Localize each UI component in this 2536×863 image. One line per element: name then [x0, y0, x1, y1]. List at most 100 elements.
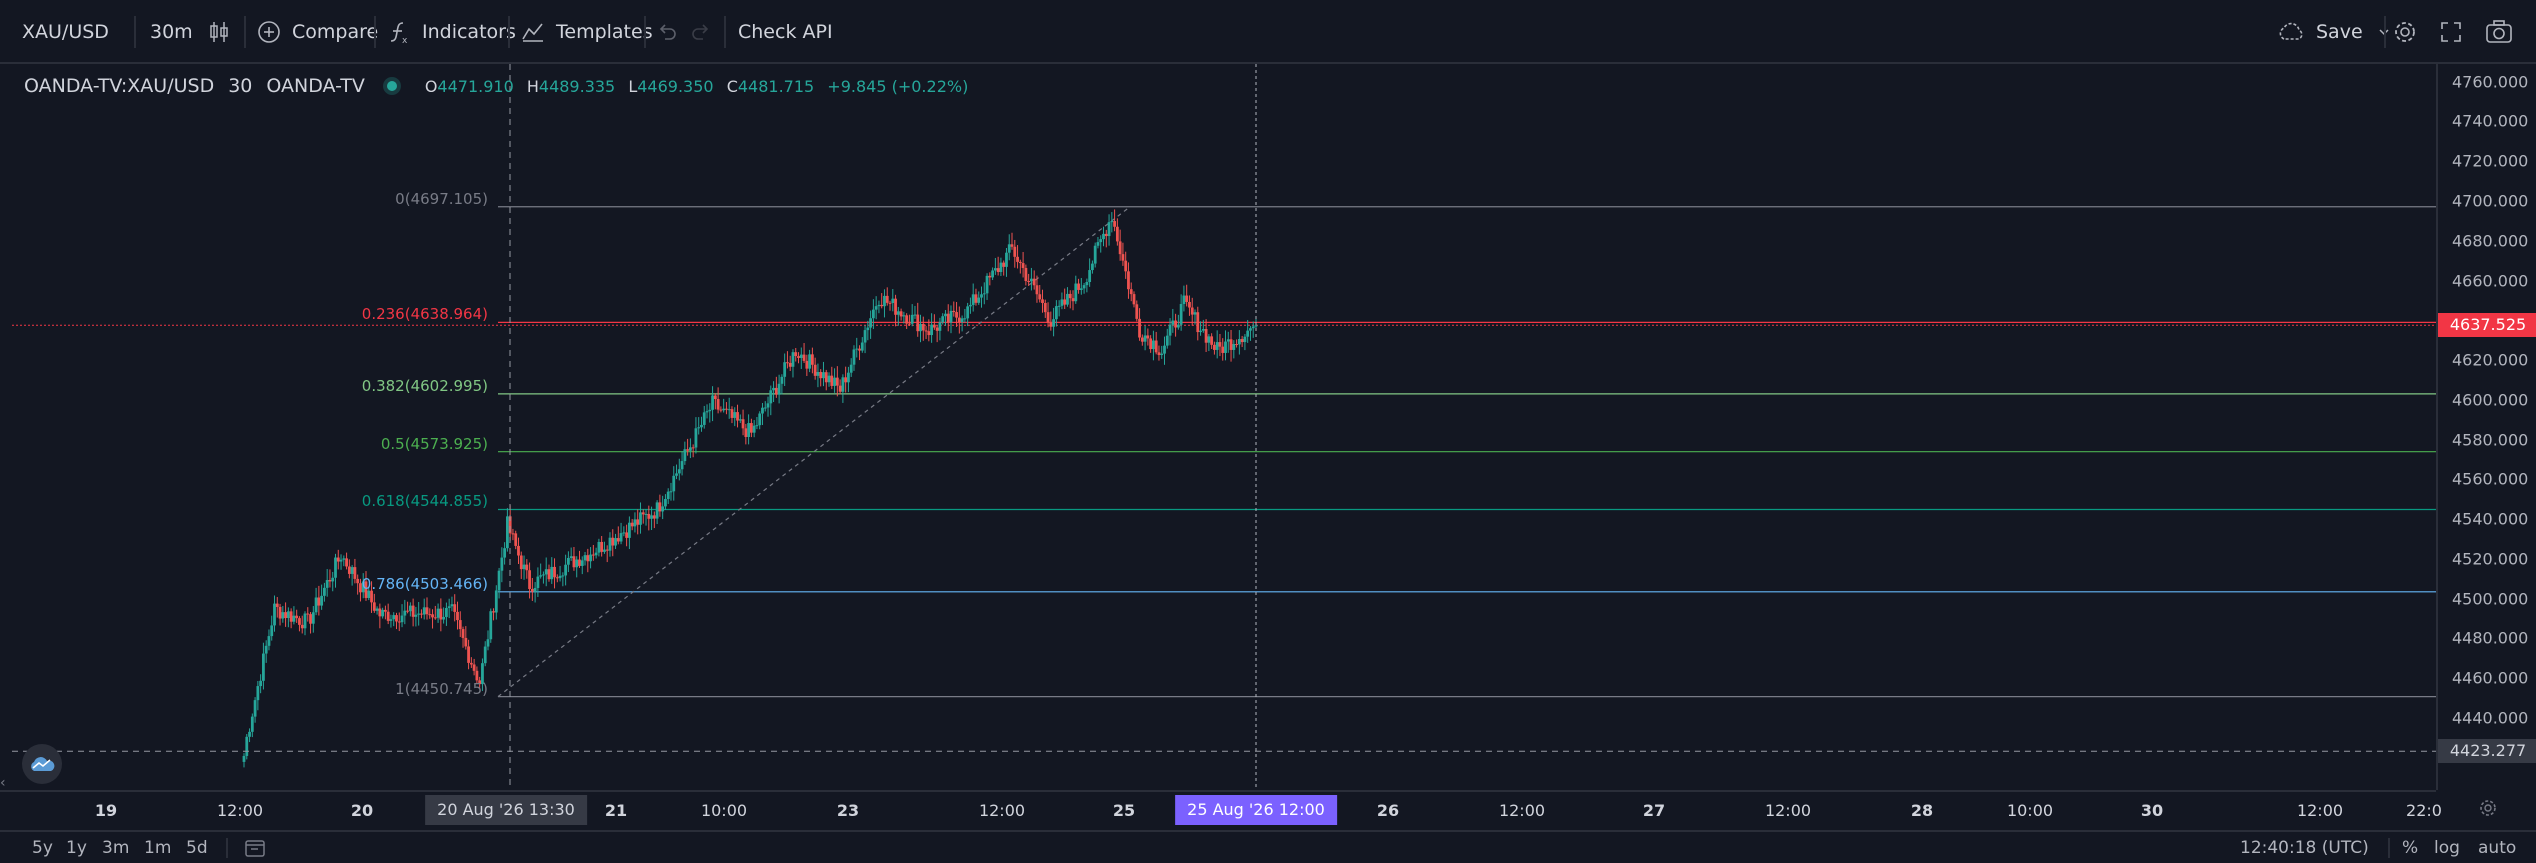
candle-body	[544, 569, 548, 575]
fib-level-label: 0.618(4544.855)	[361, 492, 488, 511]
candle-body	[713, 395, 717, 400]
candle-body	[841, 377, 845, 392]
chart-type-button[interactable]	[206, 0, 232, 64]
candle-body	[309, 614, 312, 624]
time-tick: 26	[1376, 801, 1400, 820]
indicators-button[interactable]: x Indicators	[386, 0, 516, 64]
fullscreen-button[interactable]	[2438, 0, 2464, 64]
candle-body	[1213, 344, 1216, 350]
candle-body	[270, 625, 274, 637]
candle-body	[569, 556, 573, 558]
candle-body	[1199, 330, 1202, 333]
utc-clock[interactable]: 12:40:18 (UTC)	[2240, 838, 2369, 858]
indicators-label: Indicators	[422, 21, 516, 43]
fibonacci-retracement[interactable]	[498, 206, 2436, 698]
candle-body	[810, 354, 814, 365]
time-tick: 12:00	[2296, 801, 2344, 820]
compare-label: Compare	[292, 21, 379, 43]
gear-icon	[2395, 22, 2415, 42]
candle-body	[819, 372, 823, 379]
templates-label: Templates	[556, 21, 653, 43]
candle-body	[700, 424, 703, 428]
candle-body	[1030, 278, 1033, 282]
candle-body	[944, 313, 947, 317]
candle-body	[273, 603, 276, 626]
screenshot-button[interactable]	[2484, 0, 2514, 64]
price-tick: 4500.000	[2452, 589, 2529, 609]
range-5d-button[interactable]: 5d	[186, 838, 208, 858]
candle-body	[353, 567, 357, 579]
candle-body	[877, 304, 881, 307]
chart-pane[interactable]	[12, 64, 2436, 790]
candle-body	[600, 541, 604, 552]
candle-body	[431, 614, 434, 618]
svg-text:x: x	[402, 36, 408, 45]
candle-body	[664, 499, 667, 507]
bottom-toolbar: 5y 1y 3m 1m 5d 12:40:18 (UTC) % log auto	[0, 830, 2536, 863]
log-toggle[interactable]: log	[2434, 838, 2460, 858]
candle-body	[919, 323, 922, 332]
save-button[interactable]: Save	[2276, 0, 2391, 64]
settings-button[interactable]	[2390, 0, 2420, 64]
candle-body	[323, 587, 326, 596]
candle-body	[627, 522, 631, 538]
range-5y-button[interactable]: 5y	[32, 838, 53, 858]
percent-toggle[interactable]: %	[2402, 838, 2419, 858]
templates-button[interactable]: Templates	[520, 0, 653, 64]
price-tick: 4700.000	[2452, 191, 2529, 211]
fib-trend-line[interactable]	[497, 206, 1131, 698]
check-api-button[interactable]: Check API	[738, 0, 833, 64]
candle-body	[1251, 326, 1255, 329]
candle-body	[666, 491, 670, 500]
interval-button[interactable]: 30m	[150, 0, 193, 64]
candle-body	[472, 664, 476, 671]
candle-body	[1165, 335, 1169, 346]
price-tick: 4480.000	[2452, 628, 2529, 648]
fib-level-label: 0(4697.105)	[395, 189, 488, 208]
candle-body	[1246, 330, 1250, 337]
candle-body	[769, 390, 773, 404]
candle-body	[1079, 288, 1083, 290]
candle-body	[367, 590, 371, 598]
logo-button[interactable]	[22, 744, 62, 784]
candle-body	[1104, 233, 1108, 237]
candle-body	[264, 645, 268, 654]
candle-body	[542, 574, 545, 576]
candle-body	[528, 570, 531, 589]
candle-body	[566, 557, 570, 565]
candle-body	[259, 680, 263, 687]
market-status-dot[interactable]	[386, 81, 397, 91]
auto-toggle[interactable]: auto	[2478, 838, 2517, 858]
candle-body	[334, 557, 337, 578]
candle-body	[517, 545, 520, 556]
toolbar-divider	[2384, 16, 2386, 48]
candle-body	[558, 575, 562, 579]
collapse-arrow-icon[interactable]: ‹	[0, 775, 6, 791]
price-scale[interactable]: 4760.000 4740.000 4720.000 4700.000 4680.000…	[2436, 64, 2536, 790]
candle-body	[805, 360, 809, 369]
range-1y-button[interactable]: 1y	[66, 838, 87, 858]
time-scale[interactable]: 19 12:00 20 21 10:00 23 12:00 25 26 12:00 27 12:00 2…	[0, 790, 2442, 828]
time-tick: 27	[1642, 801, 1666, 820]
undo-button[interactable]	[656, 0, 678, 64]
candle-body	[1129, 289, 1133, 295]
candle-body	[469, 662, 473, 665]
redo-button[interactable]	[690, 0, 712, 64]
candle-body	[680, 461, 684, 470]
date-range-icon[interactable]	[244, 837, 268, 859]
candle-body	[447, 606, 451, 608]
candle-body	[284, 612, 287, 619]
compare-button[interactable]: Compare	[256, 0, 378, 64]
candle-body	[364, 581, 368, 598]
candle-body	[325, 580, 329, 588]
range-3m-button[interactable]: 3m	[102, 838, 130, 858]
candle-body	[508, 516, 512, 534]
candle-body	[758, 413, 762, 426]
time-tick: 12:00	[978, 801, 1026, 820]
symbol-search-button[interactable]: XAU/USD	[22, 0, 109, 64]
candles-icon	[210, 22, 228, 42]
range-1m-button[interactable]: 1m	[144, 838, 172, 858]
time-scale-settings-button[interactable]	[2476, 796, 2506, 826]
symbol-legend[interactable]: OANDA-TV:XAU/USD 30 OANDA-TV O4471.910 H…	[24, 72, 976, 100]
candle-body	[503, 548, 507, 558]
